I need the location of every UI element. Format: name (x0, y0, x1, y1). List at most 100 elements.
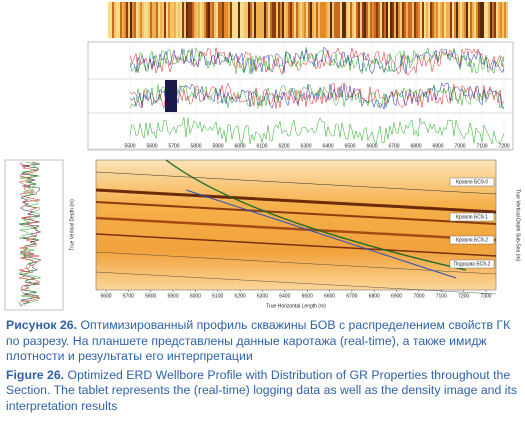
stripe (448, 2, 450, 38)
stripe (190, 2, 192, 38)
stripe (124, 2, 126, 38)
stripe (146, 2, 148, 38)
x-tick-label: 6600 (324, 293, 335, 299)
stripe (502, 2, 504, 38)
stripe (464, 2, 466, 38)
stripe (470, 2, 472, 38)
stripe (340, 2, 342, 38)
stripe (424, 2, 426, 38)
stripe (398, 2, 400, 38)
stripe (404, 2, 406, 38)
caption-label: Figure 26. (6, 367, 65, 382)
stripe (122, 2, 124, 38)
stripe (372, 2, 374, 38)
stripe (184, 2, 186, 38)
stripe (384, 2, 386, 38)
x-tick-label: 6400 (279, 293, 290, 299)
stripe (430, 2, 432, 38)
stripe (200, 2, 202, 38)
caption-en: Figure 26. Optimized ERD Wellbore Profil… (6, 368, 518, 415)
stripe (202, 2, 204, 38)
stripe (186, 2, 188, 38)
stripe (310, 2, 312, 38)
stripe (268, 2, 270, 38)
stripe (506, 2, 508, 38)
horizon-label: Кровля БС9-0 (456, 179, 488, 185)
stripe (282, 2, 284, 38)
horizon-label: Подошва БС9-2 (454, 261, 491, 267)
stripe (204, 2, 206, 38)
stripe (180, 2, 182, 38)
stripe (276, 2, 278, 38)
stripe (352, 2, 354, 38)
stripe (494, 2, 496, 38)
stripe (172, 2, 174, 38)
left-log-curves (18, 161, 42, 307)
stripe (140, 2, 142, 38)
stripe (332, 2, 334, 38)
stripe (396, 2, 398, 38)
stripe (192, 2, 194, 38)
stripe (114, 2, 116, 38)
stripe (166, 2, 168, 38)
caption-text: Optimized ERD Wellbore Profile with Dist… (6, 367, 518, 413)
stripe (108, 2, 110, 38)
stripe (160, 2, 162, 38)
stripe (148, 2, 150, 38)
stripe (498, 2, 500, 38)
stripe (170, 2, 172, 38)
stripe (368, 2, 370, 38)
stripe (208, 2, 210, 38)
stripe (376, 2, 378, 38)
stripe (158, 2, 160, 38)
stripe (480, 2, 482, 38)
stripe (228, 2, 230, 38)
log-curve (129, 117, 505, 146)
stripe (210, 2, 212, 38)
x-tick-label: 5900 (167, 293, 178, 299)
log-x-tick: 6600 (366, 143, 377, 149)
stripe (128, 2, 130, 38)
stripe (482, 2, 484, 38)
log-x-tick: 6500 (344, 143, 355, 149)
stripe (132, 2, 134, 38)
stripe (436, 2, 438, 38)
stripe (432, 2, 434, 38)
stripe (120, 2, 122, 38)
stripe (388, 2, 390, 38)
stripe (134, 2, 136, 38)
stripe (444, 2, 446, 38)
plan-path (185, 189, 457, 279)
stripe (252, 2, 254, 38)
log-x-tick: 6000 (234, 143, 245, 149)
stripe (418, 2, 420, 38)
stripe (326, 2, 328, 38)
stripe (254, 2, 256, 38)
stripe (222, 2, 224, 38)
stripe (214, 2, 216, 38)
stripe (472, 2, 474, 38)
stripe (290, 2, 292, 38)
stripe (466, 2, 468, 38)
x-tick-label: 6300 (257, 293, 268, 299)
stripe (286, 2, 288, 38)
stripe (116, 2, 118, 38)
stripe (300, 2, 302, 38)
stripe (198, 2, 200, 38)
stripe (410, 2, 412, 38)
layer-line (95, 188, 497, 214)
y-axis-title: True Vertical Depth (m) (69, 199, 75, 251)
stripe (456, 2, 458, 38)
x-tick-label: 6000 (190, 293, 201, 299)
stripe (278, 2, 280, 38)
stripe (336, 2, 338, 38)
stripe (324, 2, 326, 38)
stripe (150, 2, 152, 38)
horizon-box (449, 177, 495, 187)
caption-ru: Рисунок 26. Оптимизированный профиль скв… (6, 318, 518, 365)
layer-line (95, 216, 497, 242)
horizon-label: Кровля БС9-1 (456, 214, 488, 220)
figure-image: 5500 5600 5700 5800 5900 6000 6100 6200 6300 6400… (4, 2, 521, 311)
stripe (110, 2, 112, 38)
stripe (334, 2, 336, 38)
